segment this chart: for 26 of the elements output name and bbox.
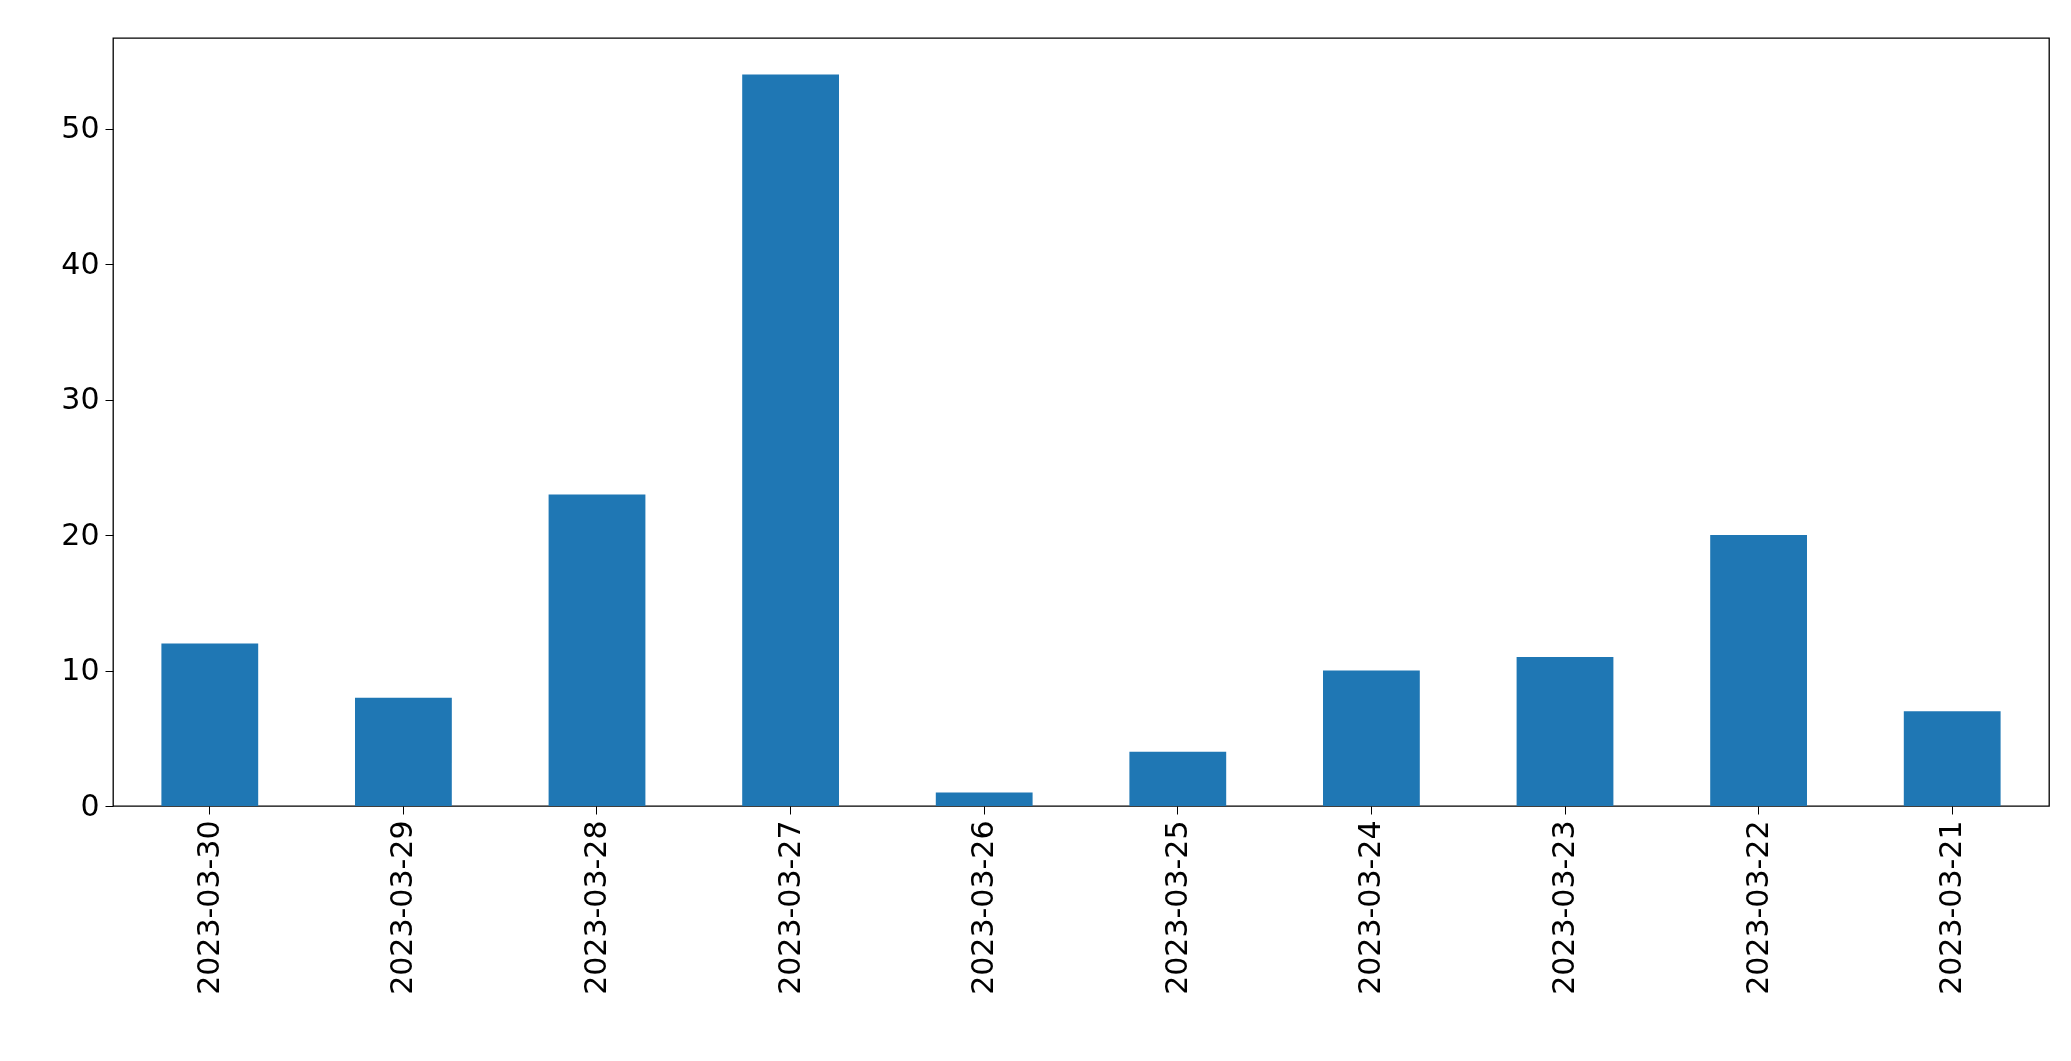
x-tick-label: 2023-03-28 — [578, 820, 613, 995]
x-tick-label: 2023-03-24 — [1352, 820, 1388, 995]
bar — [355, 697, 452, 806]
bar — [1710, 535, 1807, 806]
x-tick-label: 2023-03-30 — [190, 820, 226, 995]
y-tick-label: 20 — [61, 516, 100, 552]
x-tick-label: 2023-03-29 — [384, 820, 420, 995]
y-tick-label: 30 — [61, 381, 100, 417]
bar — [935, 792, 1033, 806]
y-tick-label: 40 — [61, 245, 100, 281]
y-tick-label: 50 — [61, 110, 100, 146]
y-tick-label: 10 — [61, 652, 100, 688]
y-tick-label: 0 — [80, 787, 100, 823]
x-tick-label: 2023-03-23 — [1546, 820, 1581, 995]
bar — [1903, 711, 2001, 806]
bar — [742, 74, 839, 806]
x-tick-label: 2023-03-21 — [1933, 820, 1969, 995]
x-tick-label: 2023-03-27 — [771, 820, 807, 995]
bar — [1129, 751, 1227, 806]
bar — [548, 494, 646, 806]
bar — [1516, 657, 1614, 806]
x-tick-label: 2023-03-26 — [965, 820, 1001, 995]
bar — [1323, 670, 1420, 806]
x-tick-label: 2023-03-25 — [1158, 820, 1194, 995]
x-tick-label: 2023-03-22 — [1739, 820, 1775, 995]
bar — [161, 643, 259, 806]
